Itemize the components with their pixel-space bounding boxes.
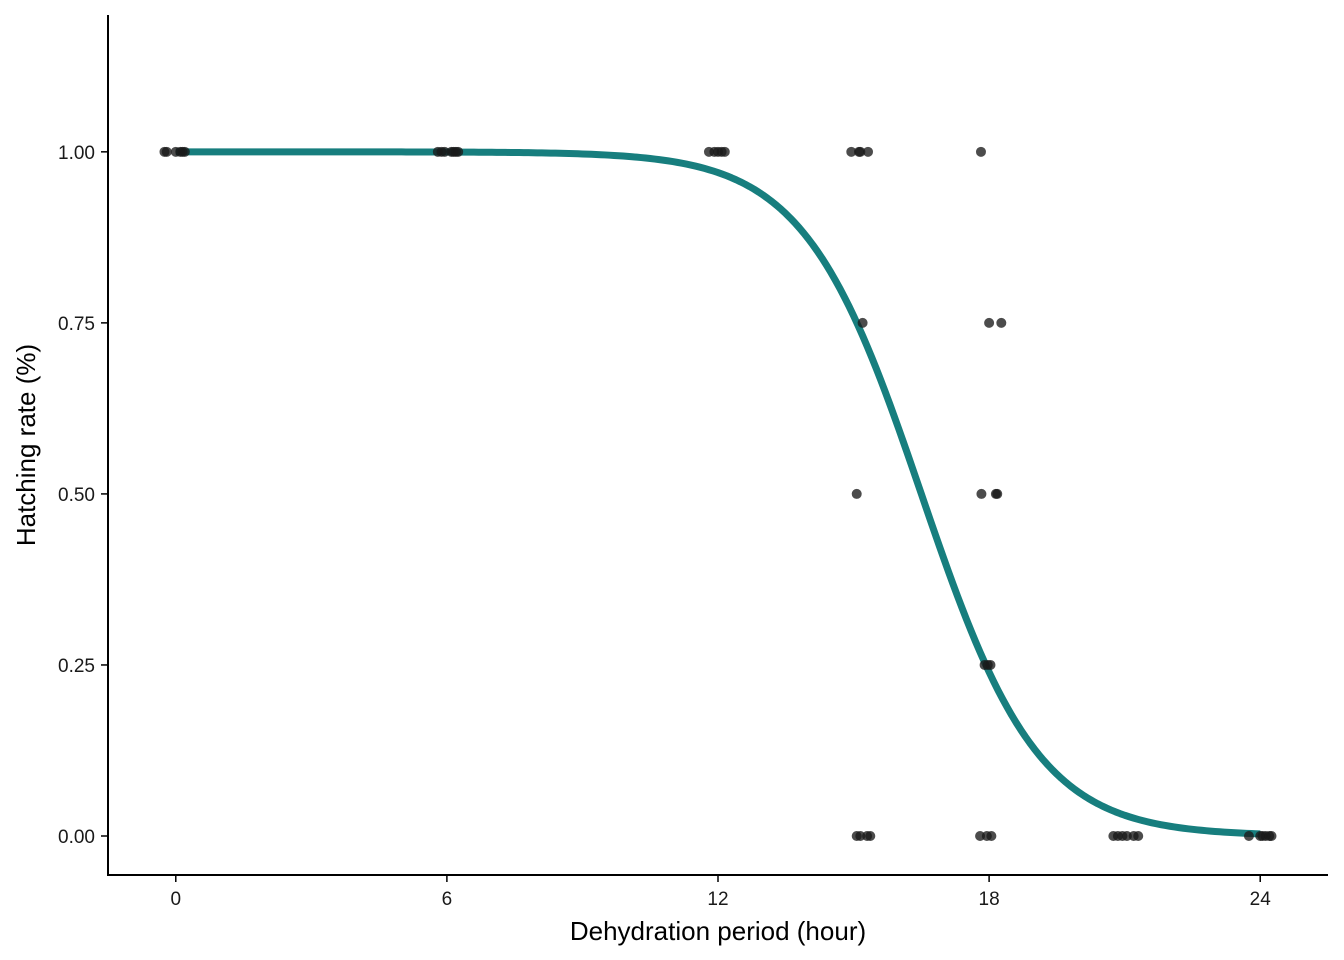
y-tick-label: 0.25 <box>58 656 95 677</box>
data-point <box>851 488 862 499</box>
data-point <box>992 488 1003 499</box>
x-tick-label: 12 <box>707 889 728 910</box>
fitted-curve <box>175 148 1261 838</box>
data-point <box>1266 831 1277 842</box>
data-point <box>975 146 986 157</box>
data-point <box>1243 831 1254 842</box>
data-point <box>846 146 857 157</box>
data-point <box>996 317 1007 328</box>
x-tick-label: 0 <box>170 889 181 910</box>
data-point <box>976 488 987 499</box>
data-point <box>984 317 995 328</box>
y-tick-label: 0.75 <box>58 314 95 335</box>
y-tick-label: 1.00 <box>58 143 95 164</box>
x-tick-label: 24 <box>1250 889 1272 910</box>
data-point <box>719 146 730 157</box>
fitted-curve-layer <box>175 148 1261 838</box>
x-axis-ticks: 0 6 12 18 24 <box>170 875 1271 910</box>
data-point <box>857 317 868 328</box>
x-tick-label: 6 <box>442 889 453 910</box>
y-axis-ticks: 0.00 0.25 0.50 0.75 1.00 <box>58 143 108 848</box>
y-axis-title: Hatching rate (%) <box>11 344 41 546</box>
x-tick-label: 18 <box>979 889 1000 910</box>
x-axis-title: Dehydration period (hour) <box>570 916 866 946</box>
data-point <box>1133 831 1144 842</box>
y-tick-label: 0.50 <box>58 485 95 506</box>
data-point <box>986 831 997 842</box>
data-points-layer <box>159 146 1277 842</box>
data-point <box>855 146 866 157</box>
data-point <box>863 146 874 157</box>
data-point <box>161 146 172 157</box>
data-point <box>179 146 190 157</box>
data-point <box>453 146 464 157</box>
y-tick-label: 0.00 <box>58 827 95 848</box>
data-point <box>985 659 996 670</box>
data-point <box>865 831 876 842</box>
